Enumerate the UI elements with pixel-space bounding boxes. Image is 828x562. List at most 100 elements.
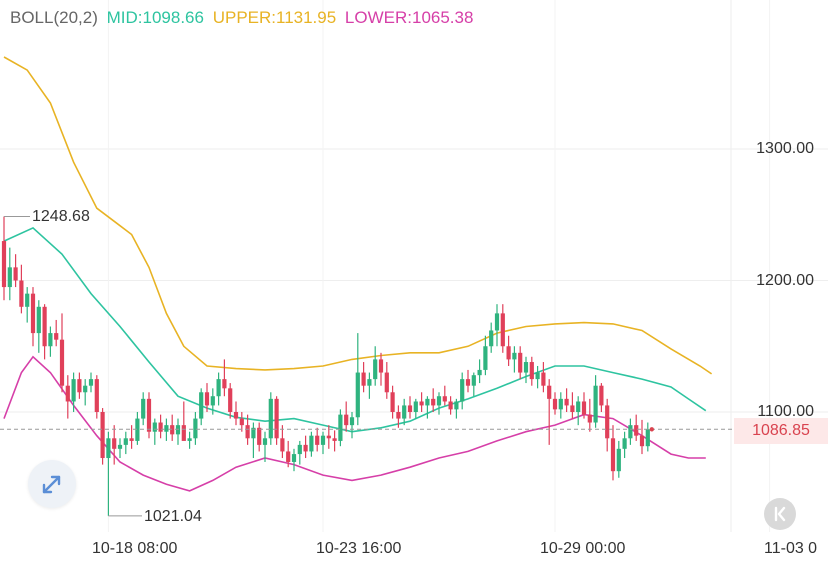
candle-body (262, 438, 268, 445)
candle-body (199, 392, 204, 419)
candle-body (326, 435, 331, 439)
upper-band-line (3, 56, 713, 375)
last-price-tag: 1086.85 (734, 418, 828, 444)
candle-body (581, 401, 587, 415)
candle-body (500, 313, 505, 347)
time-tick-4: 11-03 0 (764, 540, 818, 557)
candle-body (529, 362, 534, 380)
candle-body (77, 379, 82, 393)
legend-mid: MID:1098.66 (106, 8, 204, 27)
candle-body (112, 438, 117, 449)
candle-body (460, 379, 465, 402)
candle-body (315, 435, 320, 445)
candle-body (634, 425, 639, 436)
expand-button[interactable] (28, 460, 76, 508)
candle-body (622, 438, 627, 449)
candle-body (71, 379, 76, 402)
candle-body (552, 398, 558, 410)
lower-band-line (3, 355, 706, 492)
time-tick-2: 10-23 16:00 (316, 540, 402, 557)
candle-body (30, 293, 36, 334)
candle-body (628, 425, 633, 439)
candle-body (610, 438, 616, 472)
candle-body (286, 451, 291, 462)
candle-body (570, 405, 575, 412)
candle-body (193, 418, 198, 439)
candle-body (605, 405, 610, 439)
candle-body (390, 392, 395, 412)
low-annotation: 1021.04 (144, 508, 202, 525)
candle-body (59, 339, 65, 386)
candle-body (100, 412, 105, 459)
candle-body (407, 405, 413, 412)
candle-body (54, 333, 59, 340)
candle-body (65, 385, 70, 402)
candle-body (332, 438, 337, 441)
candle-body (181, 425, 186, 441)
candle-body (541, 372, 546, 386)
candle-body (442, 396, 447, 402)
candle-body (297, 444, 302, 455)
candle-body (378, 359, 384, 373)
candle-body (425, 398, 430, 406)
candle-body (413, 401, 418, 412)
candle-body (83, 385, 88, 393)
time-tick-1: 10-18 08:00 (92, 540, 178, 557)
candle-body (431, 398, 436, 406)
candle-body (355, 372, 360, 418)
candle-body (210, 396, 215, 406)
candle-body (251, 427, 256, 439)
price-tick-1100: 1100.00 (757, 403, 814, 420)
candle-body (1, 241, 7, 288)
candle-body (228, 388, 233, 412)
candle-body (349, 417, 355, 426)
candle-body (616, 448, 621, 472)
candle-body (576, 401, 581, 412)
candle-body (512, 352, 517, 360)
candle-body (593, 385, 598, 423)
candle-body (558, 398, 563, 410)
candle-body (141, 398, 146, 419)
candle-body (187, 438, 192, 441)
candle-body (535, 372, 540, 380)
candle-body (471, 375, 476, 386)
candle-body (106, 438, 111, 459)
candle-body (384, 372, 389, 393)
candle-body (564, 398, 569, 406)
candle-body (547, 385, 552, 399)
candle-body (367, 379, 372, 386)
candle-body (344, 414, 349, 426)
candle-body (13, 267, 18, 281)
candle-body (373, 359, 378, 380)
candle-body (25, 293, 30, 307)
candle-body (48, 333, 53, 347)
candle-body (239, 418, 244, 426)
candle-body (123, 438, 128, 445)
last-price-dot (649, 427, 654, 432)
candle-body (645, 429, 650, 447)
reset-arrow-icon (774, 506, 786, 522)
candle-body (152, 422, 157, 432)
candle-body (419, 401, 424, 406)
legend-lower: LOWER:1065.38 (344, 8, 474, 27)
reset-button[interactable] (764, 498, 796, 530)
candle-body (309, 435, 314, 452)
high-annotation: 1248.68 (32, 208, 90, 225)
candle-body (396, 412, 401, 419)
price-tick-1300: 1300.00 (756, 140, 814, 157)
candle-body (146, 398, 152, 432)
candle-body (291, 454, 297, 462)
candle-body (170, 425, 175, 435)
candle-body (222, 379, 227, 389)
candle-body (274, 398, 279, 439)
candle-body (587, 414, 592, 423)
candle-body (448, 401, 453, 410)
candle-body (361, 372, 366, 386)
candle-body (639, 435, 645, 447)
candle-body (436, 396, 442, 406)
candle-body (465, 379, 471, 386)
expand-arrows-icon (42, 475, 61, 494)
candle-body (129, 438, 134, 441)
candle-body (454, 401, 459, 410)
